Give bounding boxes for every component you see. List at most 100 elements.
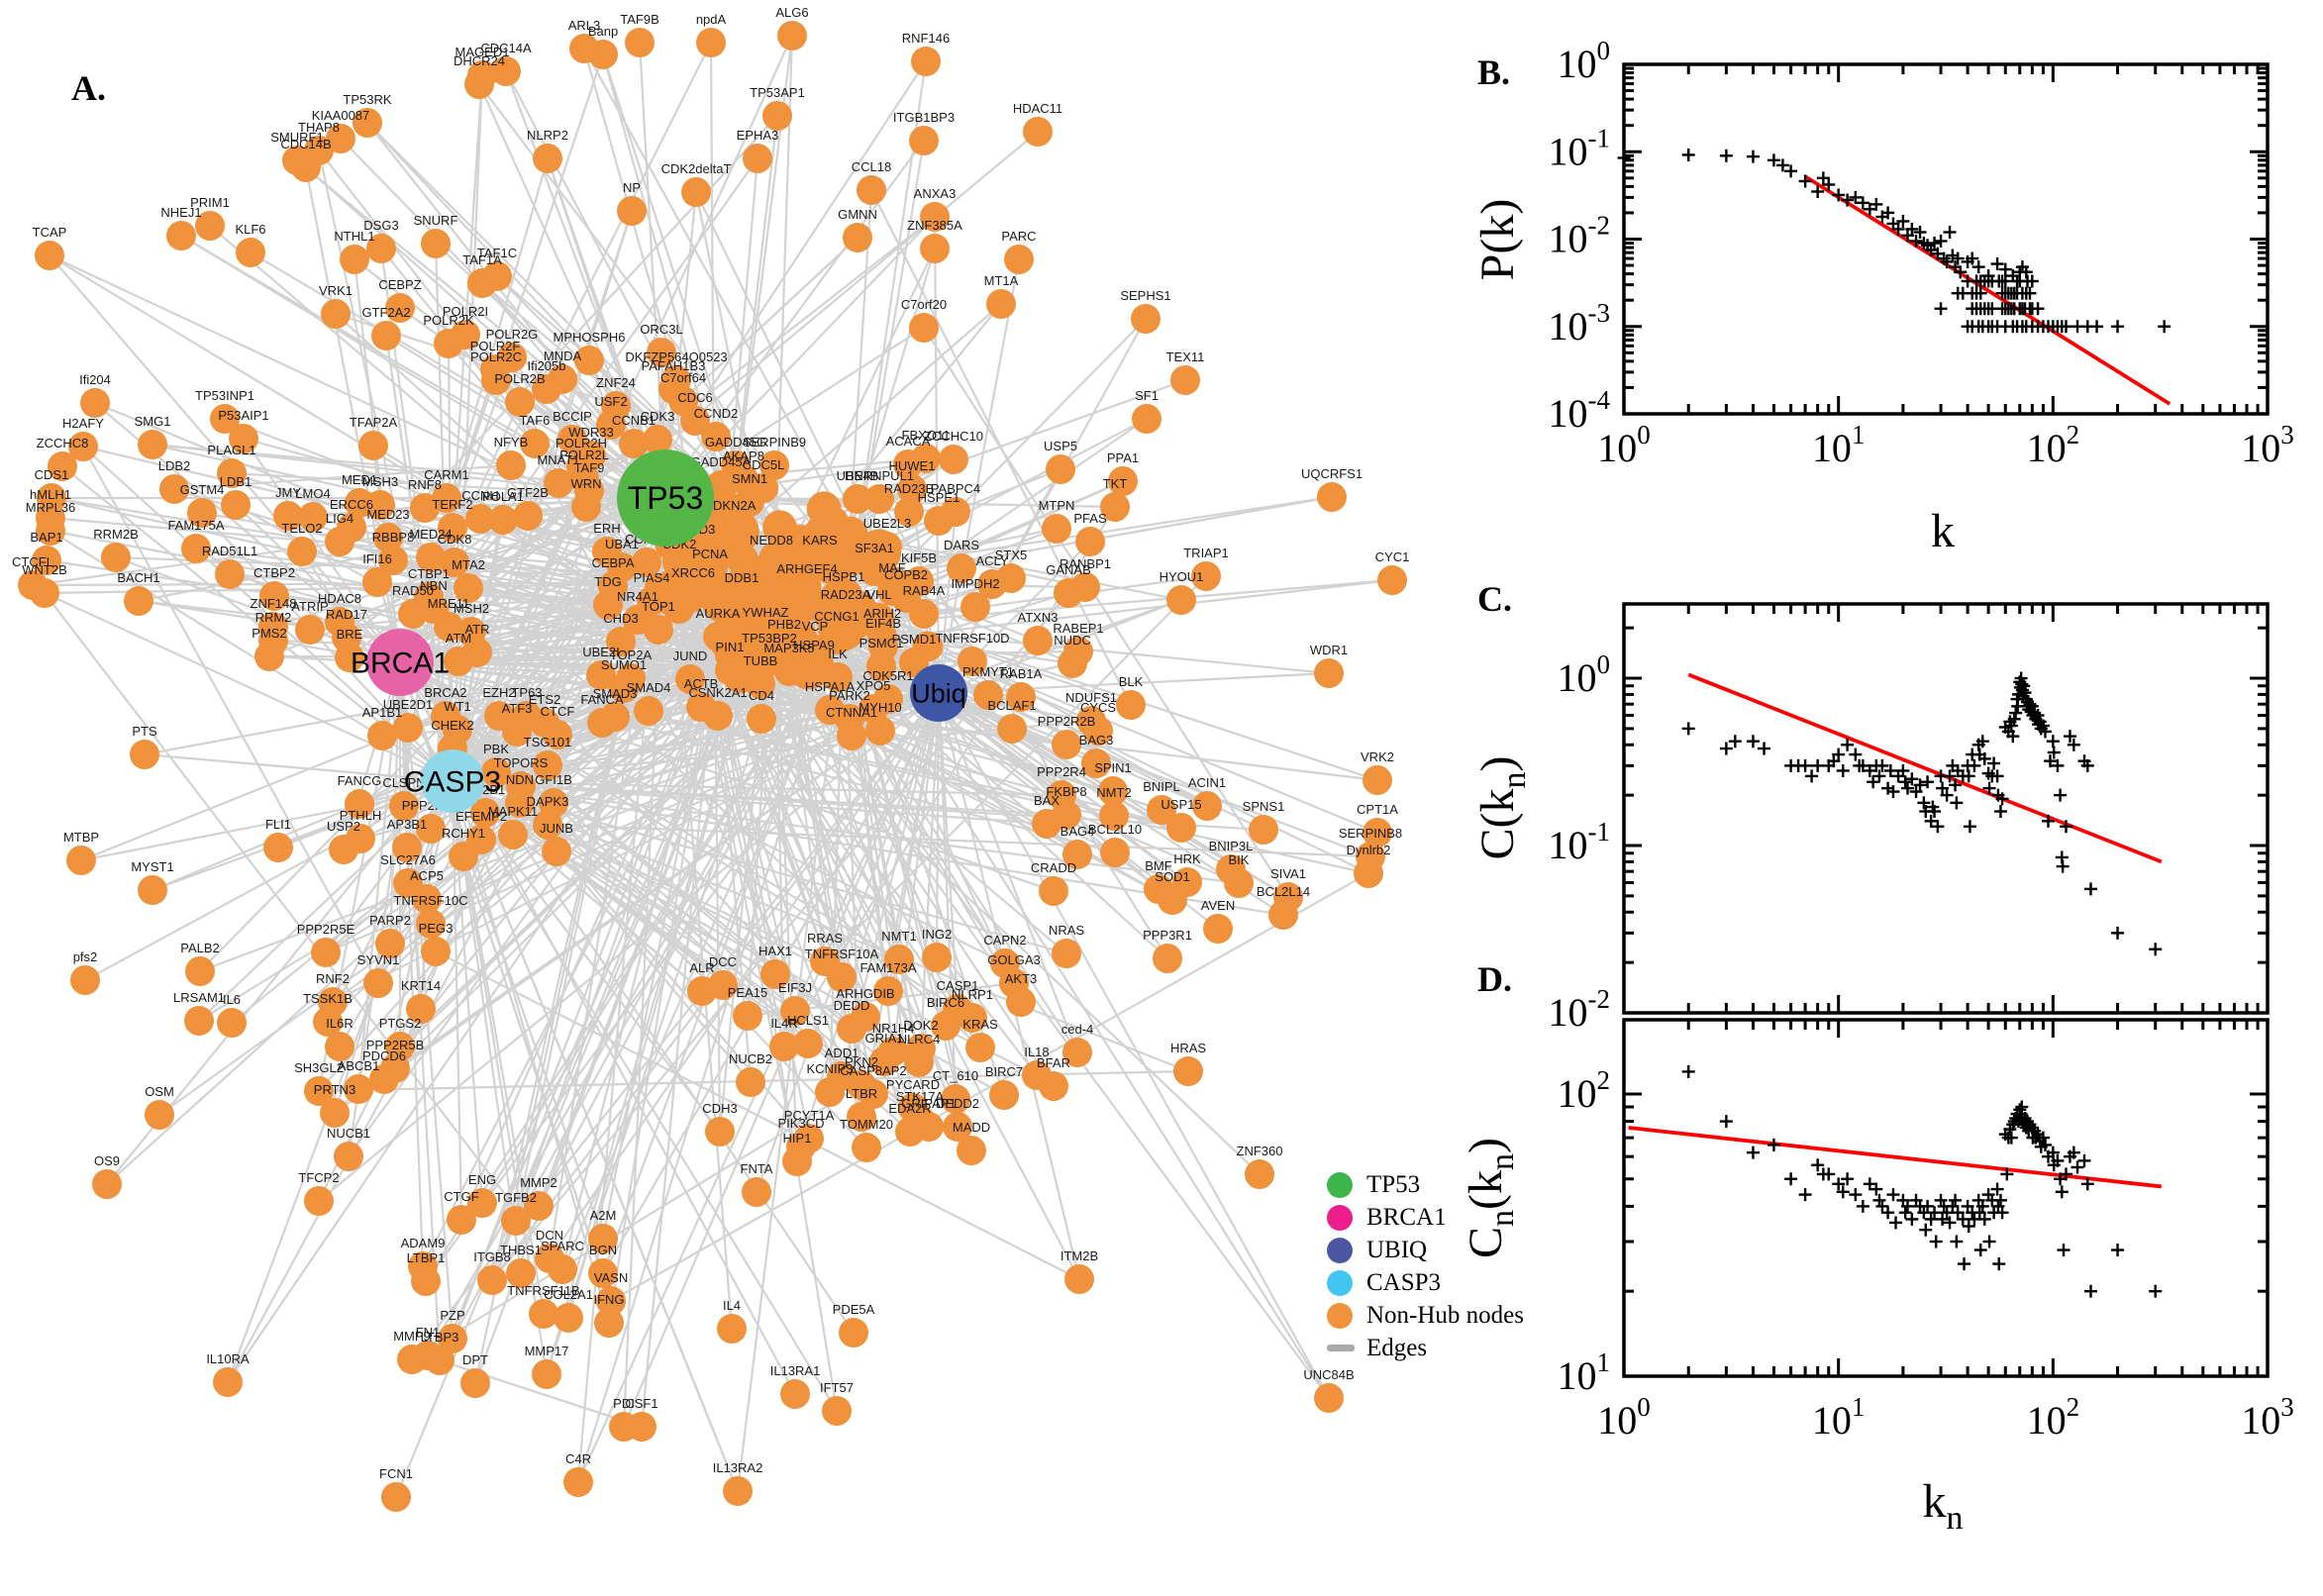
network-node (378, 546, 408, 575)
network-node (454, 573, 483, 603)
network-node (344, 1074, 373, 1104)
network-node (909, 126, 939, 155)
network-node (675, 664, 705, 694)
network-node (481, 365, 511, 395)
data-points (1681, 671, 2163, 956)
network-node (313, 1007, 343, 1037)
y-axis-title: C(kn) (1471, 756, 1533, 860)
y-tick-label: 100 (1558, 649, 1611, 700)
edge (937, 258, 1021, 694)
network-node (221, 490, 251, 520)
network-node (542, 837, 571, 866)
network-node (440, 548, 469, 577)
network-node (298, 502, 328, 532)
edge (82, 446, 379, 984)
network-node (373, 523, 403, 552)
brca1-swatch-icon (1327, 1204, 1353, 1231)
network-node (145, 1100, 174, 1130)
edge (459, 656, 717, 1221)
network-node (159, 474, 189, 504)
network-node (367, 721, 397, 750)
y-tick-label: 10-1 (1549, 817, 1611, 867)
network-node (464, 69, 494, 99)
network-node (406, 994, 436, 1024)
network-node (544, 468, 573, 498)
network-node (259, 581, 289, 611)
legend-item-brca1: BRCA1 (1327, 1201, 1524, 1234)
data-points (1617, 148, 2172, 334)
casp3-swatch-icon (1327, 1269, 1353, 1296)
edge (84, 780, 454, 981)
network-node (421, 229, 451, 258)
network-node (1131, 304, 1161, 334)
edge (938, 692, 1330, 1399)
network-node (385, 293, 415, 323)
data-points (1681, 1064, 2163, 1298)
network-node (311, 938, 341, 967)
network-node (467, 268, 497, 298)
network-node (304, 1186, 334, 1216)
edge (399, 439, 573, 663)
network-node (434, 612, 463, 642)
network-node (184, 1006, 214, 1036)
network-node (920, 202, 950, 232)
network-node (369, 1064, 399, 1094)
network-node (70, 965, 100, 995)
network-node (496, 450, 526, 480)
network-node (644, 615, 673, 645)
y-tick-label: 10-3 (1549, 298, 1611, 349)
network-node (398, 599, 428, 629)
network-node (92, 1169, 122, 1199)
nonhub-swatch-icon (1327, 1302, 1353, 1329)
legend-item-ubiq: UBIQ (1327, 1234, 1524, 1266)
edge (663, 191, 698, 499)
network-node (857, 175, 886, 205)
network-node (254, 642, 284, 671)
network-node (358, 431, 388, 460)
network-node (210, 404, 240, 434)
network-node (664, 552, 694, 582)
edge (358, 502, 914, 1109)
x-tick-label: 101 (1812, 420, 1866, 470)
network-node (366, 234, 396, 263)
network-node (287, 537, 317, 566)
network-node (35, 241, 64, 270)
network-node (36, 516, 65, 546)
network-node (606, 627, 636, 656)
y-axis-title: P(k) (1471, 199, 1524, 281)
y-tick-label: 10-2 (1549, 984, 1611, 1035)
network-node (213, 1367, 243, 1397)
edge (452, 779, 1189, 1073)
network-node (986, 289, 1016, 319)
network-node (498, 820, 528, 849)
legend-item-nonhub: Non-Hub nodes (1327, 1299, 1524, 1332)
network-node (678, 581, 708, 611)
network-node (185, 956, 215, 986)
network-node (335, 643, 364, 672)
edge (451, 780, 611, 1324)
edge (411, 1084, 862, 1360)
network-node (920, 234, 950, 263)
network-node (681, 177, 711, 207)
network-node (625, 28, 655, 57)
network-node (465, 504, 495, 534)
panel-label-d: D. (1477, 959, 1512, 999)
network-node (533, 750, 562, 780)
network-node (748, 571, 785, 609)
edge (542, 625, 846, 1315)
edge (859, 692, 941, 1118)
network-node (1004, 245, 1034, 274)
network-node (273, 501, 303, 531)
network-node (138, 430, 167, 459)
network-node (375, 929, 405, 958)
edge (938, 692, 1115, 817)
network-node (470, 798, 500, 828)
edge (663, 497, 734, 1330)
fit-line (1687, 672, 2163, 864)
edge (919, 692, 941, 1049)
edge (576, 625, 846, 1483)
network-node (66, 846, 96, 875)
network-node (488, 505, 518, 535)
legend-label: UBIQ (1366, 1236, 1428, 1263)
edge (870, 189, 1132, 706)
